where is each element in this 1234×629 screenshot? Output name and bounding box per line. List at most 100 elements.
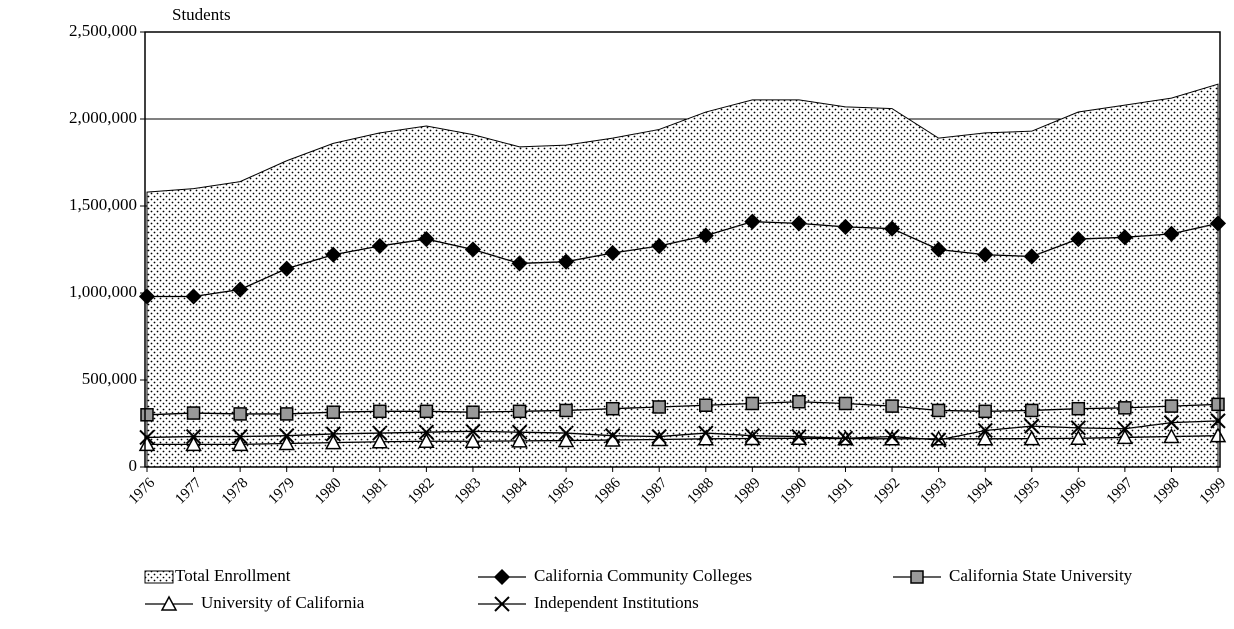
- x-tick-label: 1978: [219, 475, 252, 508]
- x-tick-label: 1995: [1010, 475, 1043, 508]
- x-tick-label: 1979: [265, 475, 298, 508]
- marker: [278, 427, 295, 444]
- marker: [883, 220, 901, 237]
- area: [146, 83, 1219, 468]
- marker: [139, 429, 155, 446]
- marker: [465, 423, 481, 440]
- x-tick-label: 1977: [172, 475, 205, 508]
- marker: [419, 404, 434, 419]
- marker: [511, 255, 528, 272]
- marker: [884, 428, 900, 445]
- x-tick-label: 1983: [452, 475, 485, 508]
- marker: [326, 405, 341, 419]
- marker: [792, 395, 806, 409]
- legend-label: Total Enrollment: [175, 566, 291, 585]
- marker: [1118, 401, 1132, 415]
- legend-label: California Community Colleges: [534, 566, 752, 585]
- marker: [931, 403, 946, 418]
- marker: [512, 404, 527, 419]
- marker: [186, 406, 201, 420]
- marker: [1116, 428, 1134, 445]
- legend-label: California State University: [949, 566, 1133, 585]
- marker: [558, 253, 575, 270]
- marker: [1163, 414, 1180, 431]
- x-tick-label: 1996: [1057, 475, 1090, 508]
- marker: [1117, 421, 1133, 437]
- marker: [976, 430, 994, 446]
- marker: [1163, 225, 1180, 242]
- y-axis-label: Students: [172, 5, 231, 24]
- marker: [185, 428, 202, 445]
- y-tick-label: 2,000,000: [69, 108, 137, 127]
- marker: [232, 281, 249, 298]
- marker: [278, 260, 295, 277]
- y-tick-label: 0: [129, 456, 138, 475]
- marker: [697, 430, 715, 446]
- y-tick-label: 1,500,000: [69, 195, 137, 214]
- marker: [1164, 399, 1179, 413]
- legend-label: University of California: [201, 593, 365, 612]
- x-tick-label: 1999: [1197, 475, 1230, 508]
- marker: [464, 241, 482, 258]
- marker: [233, 407, 247, 421]
- marker: [138, 435, 156, 452]
- marker: [558, 425, 574, 441]
- x-tick-label: 1993: [917, 475, 950, 508]
- legend-label: Independent Institutions: [534, 593, 699, 612]
- line: [146, 420, 1219, 441]
- marker: [557, 431, 575, 448]
- marker: [325, 426, 341, 442]
- marker: [930, 432, 947, 448]
- marker: [1116, 229, 1133, 246]
- marker: [745, 396, 760, 411]
- marker: [138, 288, 156, 305]
- marker: [418, 432, 435, 448]
- marker: [1024, 403, 1039, 418]
- marker: [930, 241, 947, 258]
- marker: [464, 432, 482, 448]
- marker: [1070, 420, 1087, 436]
- x-tick-label: 1998: [1150, 475, 1183, 508]
- marker: [1024, 418, 1040, 434]
- marker: [977, 422, 993, 439]
- marker: [790, 215, 807, 232]
- y-tick-label: 1,000,000: [69, 282, 137, 301]
- marker: [559, 403, 573, 418]
- x-tick-label: 1994: [964, 475, 997, 508]
- marker: [1023, 248, 1040, 265]
- x-tick-label: 1987: [638, 475, 671, 508]
- marker: [652, 400, 666, 414]
- legend-marker: [160, 595, 178, 611]
- x-tick-label: 1981: [359, 475, 392, 508]
- marker: [651, 428, 667, 445]
- marker: [372, 425, 388, 441]
- marker: [604, 244, 621, 262]
- marker: [371, 237, 388, 255]
- marker: [1070, 230, 1087, 248]
- marker: [418, 230, 435, 248]
- marker: [977, 246, 994, 263]
- marker: [978, 404, 992, 419]
- legend-marker: [910, 570, 924, 584]
- marker: [185, 288, 202, 305]
- marker: [279, 407, 294, 421]
- marker: [883, 430, 901, 446]
- marker: [930, 430, 947, 446]
- marker: [838, 396, 853, 411]
- x-tick-label: 1976: [126, 475, 159, 508]
- marker: [699, 398, 713, 412]
- x-tick-label: 1980: [312, 475, 345, 508]
- x-tick-label: 1992: [871, 475, 904, 508]
- marker: [466, 405, 480, 419]
- marker: [511, 432, 528, 448]
- marker: [371, 433, 389, 449]
- legend-marker: [493, 568, 511, 586]
- marker: [1163, 427, 1180, 444]
- marker: [697, 227, 714, 244]
- legend-swatch: [144, 570, 174, 584]
- marker: [885, 399, 899, 413]
- marker: [140, 408, 154, 422]
- x-tick-label: 1990: [778, 475, 811, 508]
- y-tick-label: 500,000: [82, 369, 137, 388]
